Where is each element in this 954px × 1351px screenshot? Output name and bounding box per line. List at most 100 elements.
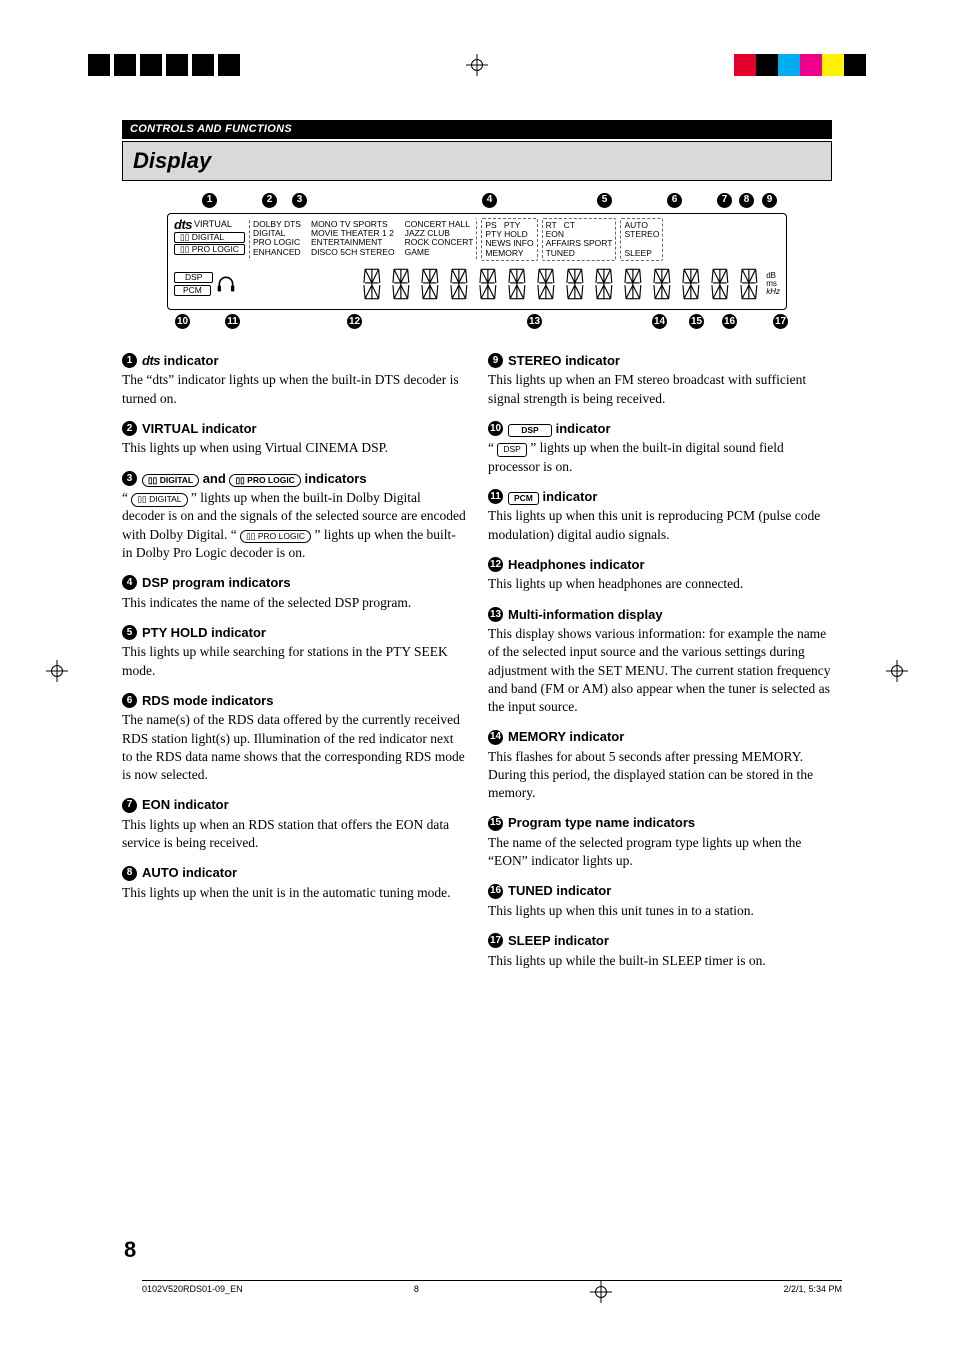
display-panel-diagram: 123456789 dtsVIRTUAL ▯▯ DIGITAL ▯▯ PRO L… [167, 193, 787, 334]
callout-17: 17 [773, 314, 788, 329]
print-mark-center [466, 54, 488, 81]
callout-14: 14 [652, 314, 667, 329]
lcd-panel: dtsVIRTUAL ▯▯ DIGITAL ▯▯ PRO LOGIC DOLBY… [167, 213, 787, 310]
print-footer: 0102V520RDS01-09_EN 8 2/2/1, 5:34 PM [142, 1280, 842, 1303]
segment-digit [360, 267, 386, 301]
item-2-heading: 2VIRTUAL indicator [122, 420, 466, 438]
item-number: 17 [488, 933, 503, 948]
item-title: ▯▯ DIGITAL and ▯▯ PRO LOGIC indicators [142, 470, 367, 488]
item-number: 14 [488, 730, 503, 745]
top-callout-row: 123456789 [167, 193, 787, 213]
footer-filename: 0102V520RDS01-09_EN [142, 1283, 243, 1303]
callout-3: 3 [292, 193, 307, 208]
segment-digit [505, 267, 531, 301]
footer-page: 8 [414, 1283, 419, 1303]
item-title: AUTO indicator [142, 864, 237, 882]
segment-digit [563, 267, 589, 301]
page-title: Display [133, 146, 821, 176]
dsp-chip: DSP [174, 272, 213, 283]
callout-6: 6 [667, 193, 682, 208]
segment-display [360, 267, 763, 301]
item-5-body: This lights up while searching for stati… [122, 643, 466, 679]
callout-16: 16 [722, 314, 737, 329]
item-1-heading: 1 dts indicator [122, 352, 466, 370]
callout-10: 10 [175, 314, 190, 329]
item-number: 11 [488, 489, 503, 504]
segment-digit [708, 267, 734, 301]
item-12-body: This lights up when headphones are conne… [488, 575, 832, 593]
segment-digit [679, 267, 705, 301]
item-title: SLEEP indicator [508, 932, 609, 950]
item-number: 3 [122, 471, 137, 486]
item-14-heading: 14 MEMORY indicator [488, 728, 832, 746]
callout-8: 8 [739, 193, 754, 208]
item-2: 2VIRTUAL indicatorThis lights up when us… [122, 420, 466, 458]
item-5: 5PTY HOLD indicatorThis lights up while … [122, 624, 466, 680]
item-7: 7EON indicatorThis lights up when an RDS… [122, 796, 466, 852]
segment-digit [418, 267, 444, 301]
bottom-callout-row: 1011121314151617 [167, 314, 787, 334]
section-header: CONTROLS AND FUNCTIONS [122, 120, 832, 139]
callout-9: 9 [762, 193, 777, 208]
item-9-heading: 9STEREO indicator [488, 352, 832, 370]
item-3: 3▯▯ DIGITAL and ▯▯ PRO LOGIC indicators“… [122, 470, 466, 562]
item-13-heading: 13Multi-information display [488, 606, 832, 624]
item-number: 1 [122, 353, 137, 368]
item-8-heading: 8 AUTO indicator [122, 864, 466, 882]
callout-1: 1 [202, 193, 217, 208]
item-13-body: This display shows various information: … [488, 625, 832, 716]
item-title: MEMORY indicator [508, 728, 624, 746]
print-marks-right [734, 54, 866, 76]
item-1-body: The “dts” indicator lights up when the b… [122, 371, 466, 407]
panel-group-4: CONCERT HALL JAZZ CLUB ROCK CONCERT GAME [402, 218, 478, 261]
item-4: 4DSP program indicatorsThis indicates th… [122, 574, 466, 612]
item-12: 12Headphones indicatorThis lights up whe… [488, 556, 832, 594]
item-number: 12 [488, 557, 503, 572]
item-title: PTY HOLD indicator [142, 624, 266, 642]
item-14-body: This flashes for about 5 seconds after p… [488, 748, 832, 803]
callout-7: 7 [717, 193, 732, 208]
item-8-body: This lights up when the unit is in the a… [122, 884, 466, 902]
headphone-icon [216, 275, 236, 293]
callout-4: 4 [482, 193, 497, 208]
segment-digit [447, 267, 473, 301]
item-15: 15Program type name indicators The name o… [488, 814, 832, 870]
item-9-body: This lights up when an FM stereo broadca… [488, 371, 832, 407]
item-17-body: This lights up while the built-in SLEEP … [488, 952, 832, 970]
item-number: 8 [122, 866, 137, 881]
item-13: 13Multi-information displayThis display … [488, 606, 832, 717]
item-15-body: The name of the selected program type li… [488, 834, 832, 870]
item-number: 4 [122, 575, 137, 590]
item-12-heading: 12Headphones indicator [488, 556, 832, 574]
item-title: dts indicator [142, 352, 219, 370]
item-2-body: This lights up when using Virtual CINEMA… [122, 439, 466, 457]
pcm-chip: PCM [174, 285, 211, 296]
page-number: 8 [124, 1235, 136, 1265]
item-4-body: This indicates the name of the selected … [122, 594, 466, 612]
item-10-body: “ DSP ” lights up when the built-in digi… [488, 439, 832, 475]
dd-prologic-chip: ▯▯ PRO LOGIC [174, 244, 245, 255]
item-title: PCM indicator [508, 488, 597, 506]
right-column: 9STEREO indicatorThis lights up when an … [488, 352, 832, 982]
item-title: VIRTUAL indicator [142, 420, 257, 438]
item-number: 9 [488, 353, 503, 368]
segment-digit [534, 267, 560, 301]
callout-11: 11 [225, 314, 240, 329]
callout-13: 13 [527, 314, 542, 329]
item-16-body: This lights up when this unit tunes in t… [488, 902, 832, 920]
item-11-heading: 11 PCM indicator [488, 488, 832, 506]
item-8: 8 AUTO indicator This lights up when the u… [122, 864, 466, 902]
item-16: 16TUNED indicatorThis lights up when thi… [488, 882, 832, 920]
callout-15: 15 [689, 314, 704, 329]
item-number: 13 [488, 607, 503, 622]
segment-digit [476, 267, 502, 301]
item-11: 11 PCM indicatorThis lights up when this … [488, 488, 832, 544]
left-column: 1 dts indicatorThe “dts” indicator lights… [122, 352, 466, 982]
dts-logo: dts [174, 218, 192, 232]
item-15-heading: 15Program type name indicators [488, 814, 832, 832]
print-mark-right-edge [886, 660, 908, 687]
item-10-heading: 10DSP indicator [488, 420, 832, 438]
item-17: 17 SLEEP indicator This lights up while th… [488, 932, 832, 970]
item-11-body: This lights up when this unit is reprodu… [488, 507, 832, 543]
footer-timestamp: 2/2/1, 5:34 PM [783, 1283, 842, 1303]
